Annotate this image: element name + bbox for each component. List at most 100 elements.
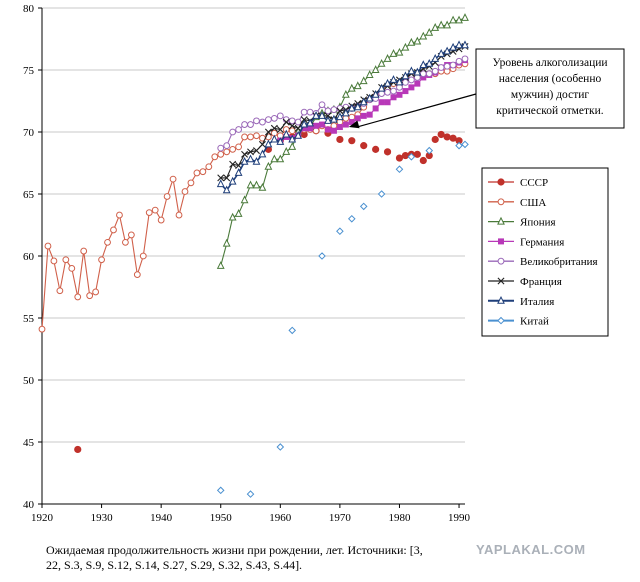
data-point-uk xyxy=(443,62,451,70)
data-point-germany xyxy=(360,112,367,119)
series-ussr xyxy=(74,127,463,454)
data-point-japan xyxy=(276,154,285,163)
data-point-japan xyxy=(246,180,255,189)
data-point-germany xyxy=(342,121,349,128)
data-point-germany xyxy=(319,121,326,128)
data-point-italy xyxy=(288,134,297,143)
legend-item-ussr: СССР xyxy=(488,177,548,189)
series-china xyxy=(216,140,469,498)
data-point-usa xyxy=(116,211,123,219)
data-point-china xyxy=(288,326,297,335)
legend-item-china: Китай xyxy=(488,316,549,328)
data-point-usa xyxy=(74,293,82,301)
data-point-usa xyxy=(223,148,231,156)
x-marker-stroke xyxy=(324,112,332,120)
legend-item-germany: Германия xyxy=(488,236,564,248)
legend-item-usa: США xyxy=(488,197,546,209)
y-tick-label: 80 xyxy=(23,3,35,15)
data-point-japan xyxy=(365,70,374,78)
callout-text-line: населения (особенно xyxy=(499,73,602,85)
data-point-italy xyxy=(252,156,261,165)
data-point-germany xyxy=(378,99,385,106)
data-point-france xyxy=(324,112,332,120)
x-marker-stroke xyxy=(282,118,290,126)
data-point-italy xyxy=(347,103,356,112)
data-point-japan xyxy=(461,13,469,21)
data-point-uk xyxy=(425,70,433,78)
x-tick-label: 1960 xyxy=(269,512,292,524)
data-point-usa xyxy=(193,169,201,177)
data-point-italy xyxy=(306,118,315,127)
data-point-usa xyxy=(151,206,159,214)
data-point-usa xyxy=(104,238,111,246)
data-point-uk xyxy=(324,107,332,115)
data-point-uk xyxy=(235,126,243,133)
data-point-usa xyxy=(145,209,153,217)
data-point-france xyxy=(247,148,255,156)
data-point-uk xyxy=(288,117,296,125)
data-point-china xyxy=(347,214,356,223)
axes: 40 45 50 55 60 65 70 75 80 1920 1930 1940 1950 1960 19… xyxy=(23,3,471,524)
data-point-uk xyxy=(407,76,415,84)
x-marker-stroke xyxy=(217,174,225,182)
data-point-france xyxy=(276,126,284,134)
data-point-germany xyxy=(390,94,397,101)
x-marker-stroke xyxy=(294,124,302,132)
figure-caption: Ожидаемая продолжительность жизни при ро… xyxy=(46,543,466,573)
data-point-italy xyxy=(395,77,404,86)
y-tick-label: 50 xyxy=(23,375,35,387)
data-point-japan xyxy=(383,54,392,62)
data-point-italy xyxy=(443,46,452,55)
data-point-japan xyxy=(341,89,350,98)
data-point-usa xyxy=(288,127,296,135)
data-point-ussr xyxy=(401,151,410,160)
legend-label: США xyxy=(520,197,546,209)
data-point-uk xyxy=(330,106,338,114)
data-point-italy xyxy=(437,49,446,57)
data-point-italy xyxy=(258,149,267,158)
data-point-ussr xyxy=(395,154,404,162)
data-point-italy xyxy=(365,93,374,102)
x-tick-label: 1980 xyxy=(388,512,411,524)
x-tick-label: 1970 xyxy=(329,512,352,524)
data-point-china xyxy=(395,165,404,174)
data-point-ussr xyxy=(360,142,368,150)
data-point-usa xyxy=(181,188,189,195)
data-point-france xyxy=(264,128,272,136)
life-expectancy-chart: 40 45 50 55 60 65 70 75 80 1920 1930 1940 1950 1960 19… xyxy=(23,3,625,524)
data-point-italy xyxy=(401,71,410,80)
data-point-china xyxy=(407,152,416,161)
data-point-uk xyxy=(223,142,231,150)
data-point-usa xyxy=(139,252,147,260)
data-point-japan xyxy=(371,65,380,73)
data-point-italy xyxy=(330,114,338,123)
data-point-italy xyxy=(371,89,380,98)
data-point-italy xyxy=(234,168,243,176)
data-point-ussr xyxy=(348,137,356,145)
caption-line-1: Ожидаемая продолжительность жизни при ро… xyxy=(46,543,423,557)
data-point-japan xyxy=(377,58,386,67)
data-point-china xyxy=(455,141,463,150)
data-point-japan xyxy=(359,76,368,85)
data-point-usa xyxy=(205,163,213,171)
data-point-japan xyxy=(419,31,428,40)
data-point-germany xyxy=(402,88,409,95)
data-point-uk xyxy=(259,118,266,126)
legend-marker xyxy=(497,238,504,245)
data-point-usa xyxy=(122,238,129,246)
data-point-china xyxy=(336,227,344,236)
data-point-japan xyxy=(443,20,452,29)
data-point-usa xyxy=(187,179,195,187)
data-point-italy xyxy=(312,111,320,119)
data-point-japan xyxy=(431,23,440,31)
data-point-japan xyxy=(288,142,297,150)
data-point-usa xyxy=(98,256,105,264)
x-marker-stroke xyxy=(241,150,249,158)
data-point-italy xyxy=(413,67,422,76)
data-point-japan xyxy=(234,209,243,217)
data-point-italy xyxy=(318,111,326,119)
data-point-japan xyxy=(449,15,457,24)
data-point-italy xyxy=(246,154,255,163)
data-point-usa xyxy=(62,256,70,264)
data-point-usa xyxy=(217,150,225,158)
